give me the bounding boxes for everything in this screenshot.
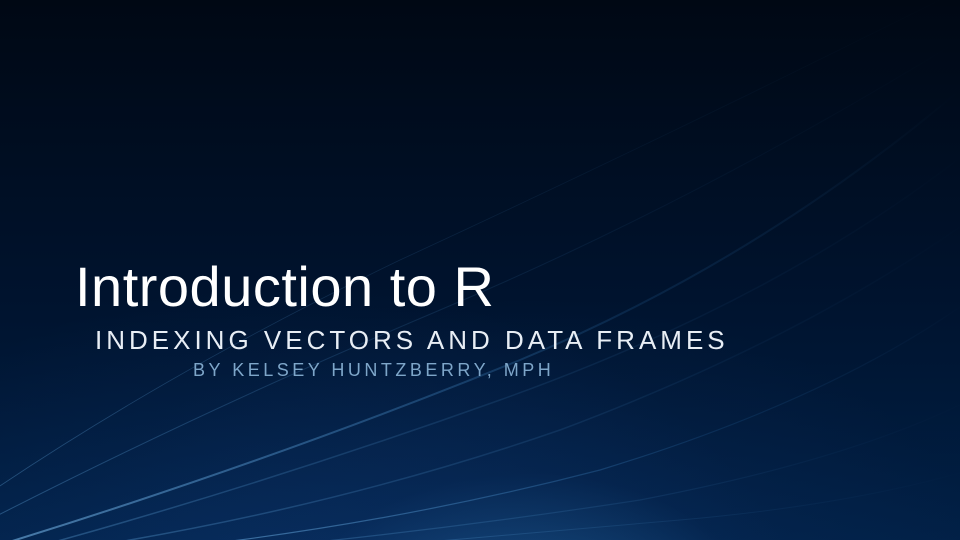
slide-text-block: Introduction to R INDEXING VECTORS AND D…	[75, 258, 920, 381]
slide-title: Introduction to R	[75, 258, 920, 317]
slide-byline: BY KELSEY HUNTZBERRY, MPH	[193, 360, 920, 381]
slide-subtitle: INDEXING VECTORS AND DATA FRAMES	[95, 325, 920, 356]
title-slide: Introduction to R INDEXING VECTORS AND D…	[0, 0, 960, 540]
